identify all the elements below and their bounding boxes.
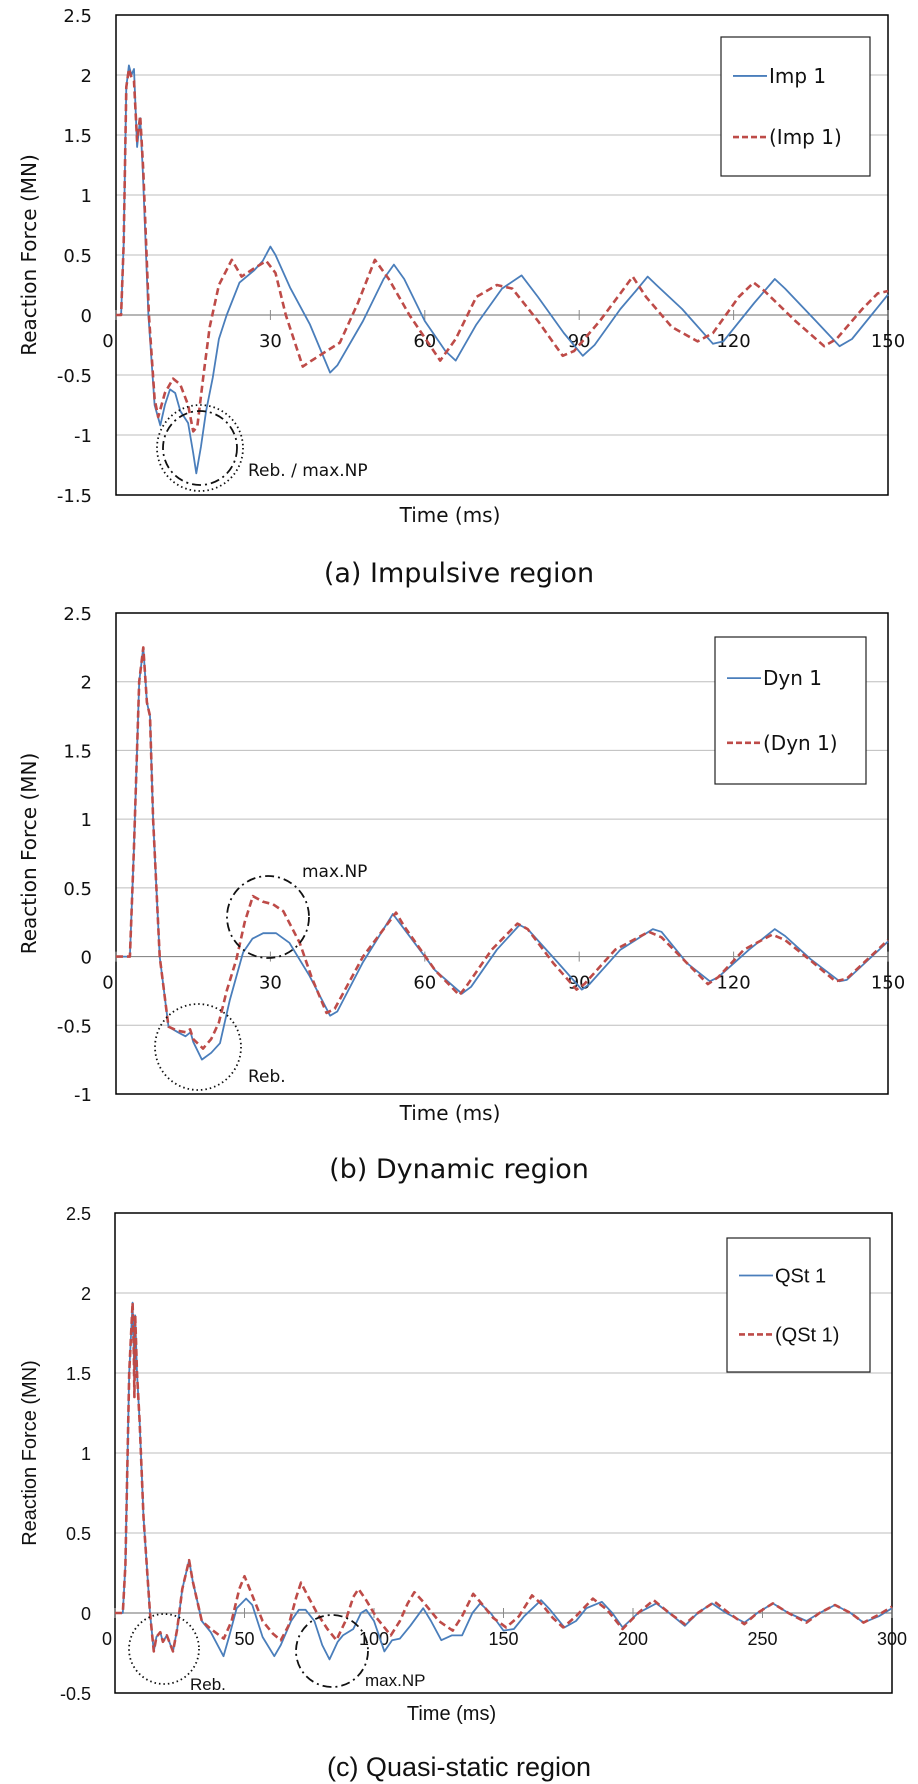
- chart-impulsive-region: -1.5 -1 -0.5 0 0.5 1 1.5 2 2.5 0 30 60 90 120 150 Reb. …: [17, 6, 905, 589]
- x-tick-label: 200: [618, 1629, 648, 1649]
- y-tick-label: 1.5: [63, 741, 92, 762]
- legend: [720, 36, 871, 177]
- y-tick-label: -1: [74, 1085, 92, 1106]
- y-tick-label: 2: [81, 66, 92, 87]
- y-tick-label: 2.5: [63, 6, 92, 27]
- annotation-circle: [128, 1613, 200, 1685]
- x-tick-label: 60: [413, 331, 436, 352]
- x-tick-label: 30: [259, 331, 282, 352]
- y-axis-title: Reaction Force (MN): [19, 1360, 41, 1546]
- plot-area-frame: [115, 14, 889, 496]
- x-axis-title: Time (ms): [399, 1101, 501, 1125]
- annotation-circle: [226, 875, 310, 959]
- annotation-label: Reb.: [190, 1675, 226, 1694]
- x-tick-label: 60: [413, 973, 436, 994]
- x-tick-label: 100: [359, 1629, 389, 1649]
- y-tick-label: 2: [81, 673, 92, 694]
- y-tick-label: 1: [81, 1444, 91, 1464]
- figure-caption: (b) Dynamic region: [329, 1154, 589, 1185]
- y-axis-title: Reaction Force (MN): [17, 154, 41, 356]
- y-tick-label: -1: [74, 426, 92, 447]
- legend: [726, 1237, 871, 1373]
- x-tick-label: 0: [102, 331, 113, 352]
- legend-entry-label: (Dyn 1): [763, 731, 838, 755]
- x-tick-label: 150: [871, 331, 905, 352]
- x-tick-label: 90: [568, 973, 591, 994]
- chart-quasi-static-region: -0.5 0 0.5 1 1.5 2 2.5 0 50 100 150 200 250 300 Reb. ma…: [19, 1204, 907, 1782]
- y-tick-label: 1: [81, 810, 92, 831]
- plot-area-frame: [115, 612, 889, 1095]
- y-tick-label: -0.5: [60, 1684, 91, 1704]
- figure-caption: (c) Quasi-static region: [327, 1752, 591, 1782]
- x-tick-label: 120: [716, 331, 750, 352]
- annotation-circle: [295, 1614, 369, 1688]
- annotation-label: Reb.: [248, 1067, 286, 1087]
- x-tick-label: 0: [102, 1629, 112, 1649]
- series-line-predicted: [116, 67, 889, 433]
- legend-entry-label: Dyn 1: [763, 666, 822, 690]
- y-tick-label: -1.5: [57, 486, 92, 507]
- annotation-circle: [162, 410, 238, 486]
- y-tick-label: 2: [81, 1284, 91, 1304]
- y-tick-label: 0: [81, 948, 92, 969]
- y-tick-label: 0.5: [63, 879, 92, 900]
- legend-entry-label: Imp 1: [769, 64, 826, 88]
- x-tick-label: 300: [877, 1629, 907, 1649]
- y-tick-label: 1: [81, 186, 92, 207]
- x-axis-title: Time (ms): [407, 1703, 496, 1725]
- annotation-label: max.NP: [365, 1671, 425, 1690]
- y-axis-title: Reaction Force (MN): [17, 753, 41, 955]
- annotation-label: max.NP: [302, 862, 367, 882]
- x-tick-label: 250: [747, 1629, 777, 1649]
- y-tick-label: 0: [81, 1604, 91, 1624]
- annotation-label: Reb. / max.NP: [248, 461, 368, 481]
- x-tick-label: 120: [716, 973, 750, 994]
- x-tick-label: 90: [568, 331, 591, 352]
- legend: [714, 636, 867, 785]
- x-axis-title: Time (ms): [399, 503, 501, 527]
- y-tick-label: 0.5: [63, 246, 92, 267]
- y-tick-label: -0.5: [57, 1016, 92, 1037]
- y-tick-label: 2.5: [66, 1204, 91, 1224]
- series-line-measured: [116, 646, 889, 1061]
- x-tick-label: 150: [871, 973, 905, 994]
- series-line-predicted: [115, 1301, 893, 1653]
- chart-dynamic-region: -1 -0.5 0 0.5 1 1.5 2 2.5 0 30 60 90 120 150 max.NP Reb…: [17, 604, 905, 1185]
- x-tick-label: 0: [102, 973, 113, 994]
- series-line-predicted: [116, 646, 889, 1050]
- legend-entry-label: (QSt 1): [775, 1324, 839, 1346]
- x-tick-label: 150: [488, 1629, 518, 1649]
- y-tick-label: -0.5: [57, 366, 92, 387]
- annotation-circle: [156, 404, 244, 492]
- x-tick-label: 30: [259, 973, 282, 994]
- plot-area-frame: [114, 1212, 893, 1694]
- legend-entry-label: QSt 1: [775, 1266, 826, 1288]
- legend-entry-label: (Imp 1): [769, 125, 842, 149]
- x-tick-label: 50: [234, 1629, 254, 1649]
- y-tick-label: 2.5: [63, 604, 92, 625]
- y-tick-label: 1.5: [63, 126, 92, 147]
- y-tick-label: 0.5: [66, 1524, 91, 1544]
- figure-caption: (a) Impulsive region: [324, 558, 594, 589]
- annotation-circle: [154, 1003, 242, 1091]
- y-tick-label: 1.5: [66, 1364, 91, 1384]
- y-tick-label: 0: [81, 306, 92, 327]
